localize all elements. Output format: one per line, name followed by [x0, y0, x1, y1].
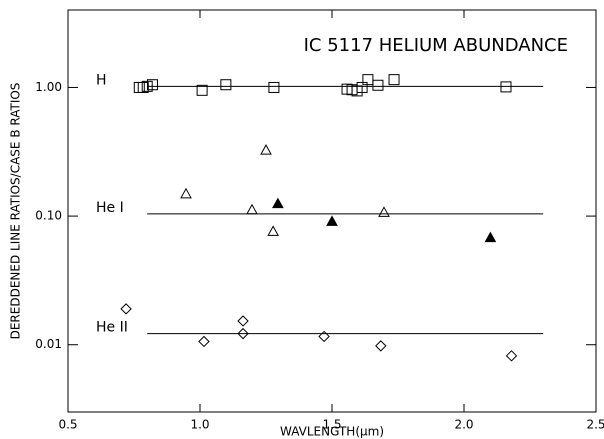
point — [237, 315, 249, 327]
point — [267, 225, 279, 236]
point — [220, 79, 232, 91]
point — [505, 350, 518, 362]
y-axis-label: DEREDDENED LINE RATIOS/CASE B RATIOS — [9, 83, 23, 340]
point — [362, 74, 374, 86]
line-label: H — [96, 72, 107, 88]
point — [500, 81, 512, 93]
plot-frame — [67, 9, 597, 413]
point — [246, 203, 258, 215]
point — [120, 303, 132, 315]
point — [356, 81, 368, 93]
y-tick-label: 1.00 — [35, 80, 62, 94]
x-tick-label: 1.0 — [190, 418, 209, 432]
point — [146, 79, 158, 91]
x-tick-label: 0.5 — [58, 418, 77, 432]
y-tick-label: 0.01 — [35, 337, 62, 351]
point — [372, 79, 384, 91]
point — [198, 335, 210, 348]
chart-title: IC 5117 HELIUM ABUNDANCE — [304, 35, 568, 56]
point — [326, 215, 338, 226]
point — [484, 231, 497, 243]
point — [180, 187, 192, 199]
point — [272, 197, 284, 209]
point — [260, 144, 272, 155]
point — [196, 84, 208, 96]
line-label: He II — [96, 320, 128, 336]
point — [268, 81, 280, 93]
y-tick-label: 0.10 — [35, 209, 62, 223]
point — [378, 206, 390, 217]
point — [137, 81, 149, 93]
x-tick-label: 2.5 — [586, 418, 604, 432]
point — [388, 74, 400, 86]
point — [375, 340, 387, 352]
point — [237, 327, 249, 340]
x-tick-label: 2.0 — [454, 418, 473, 432]
line-label: He I — [96, 200, 124, 216]
x-axis-label: WAVLENGTH(μm) — [280, 425, 384, 439]
point — [318, 330, 330, 343]
x-tick-label: 1.5 — [322, 418, 341, 432]
